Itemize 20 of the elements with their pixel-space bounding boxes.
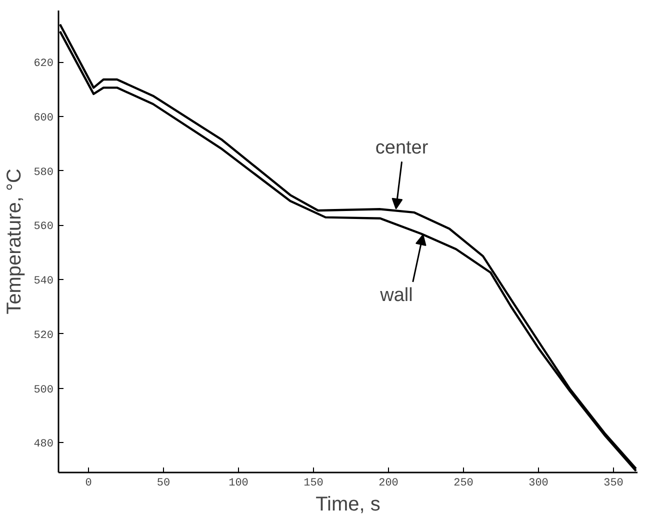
x-tick-label: 150: [304, 478, 324, 490]
x-tick-label: 200: [378, 478, 398, 490]
x-tick-label: 300: [528, 478, 548, 490]
x-tick-label: 50: [156, 478, 170, 490]
x-tick-label: 250: [454, 478, 474, 490]
y-tick-label: 620: [34, 58, 54, 70]
y-tick-label: 520: [34, 330, 54, 342]
y-tick-label: 560: [34, 221, 54, 234]
x-tick-label: 0: [85, 478, 92, 490]
y-tick-label: 500: [34, 384, 54, 396]
x-tick-label: 100: [228, 478, 248, 490]
y-axis-title: Temperature, °C: [4, 168, 26, 314]
x-tick-label: 350: [604, 478, 624, 490]
y-tick-label: 540: [34, 276, 54, 288]
x-axis-title: Time, s: [316, 494, 380, 516]
y-tick-label: 580: [34, 166, 54, 179]
annotation: center: [375, 137, 429, 158]
y-tick-label: 480: [34, 438, 54, 451]
annotation: wall: [379, 285, 413, 306]
y-tick-label: 600: [34, 112, 54, 124]
